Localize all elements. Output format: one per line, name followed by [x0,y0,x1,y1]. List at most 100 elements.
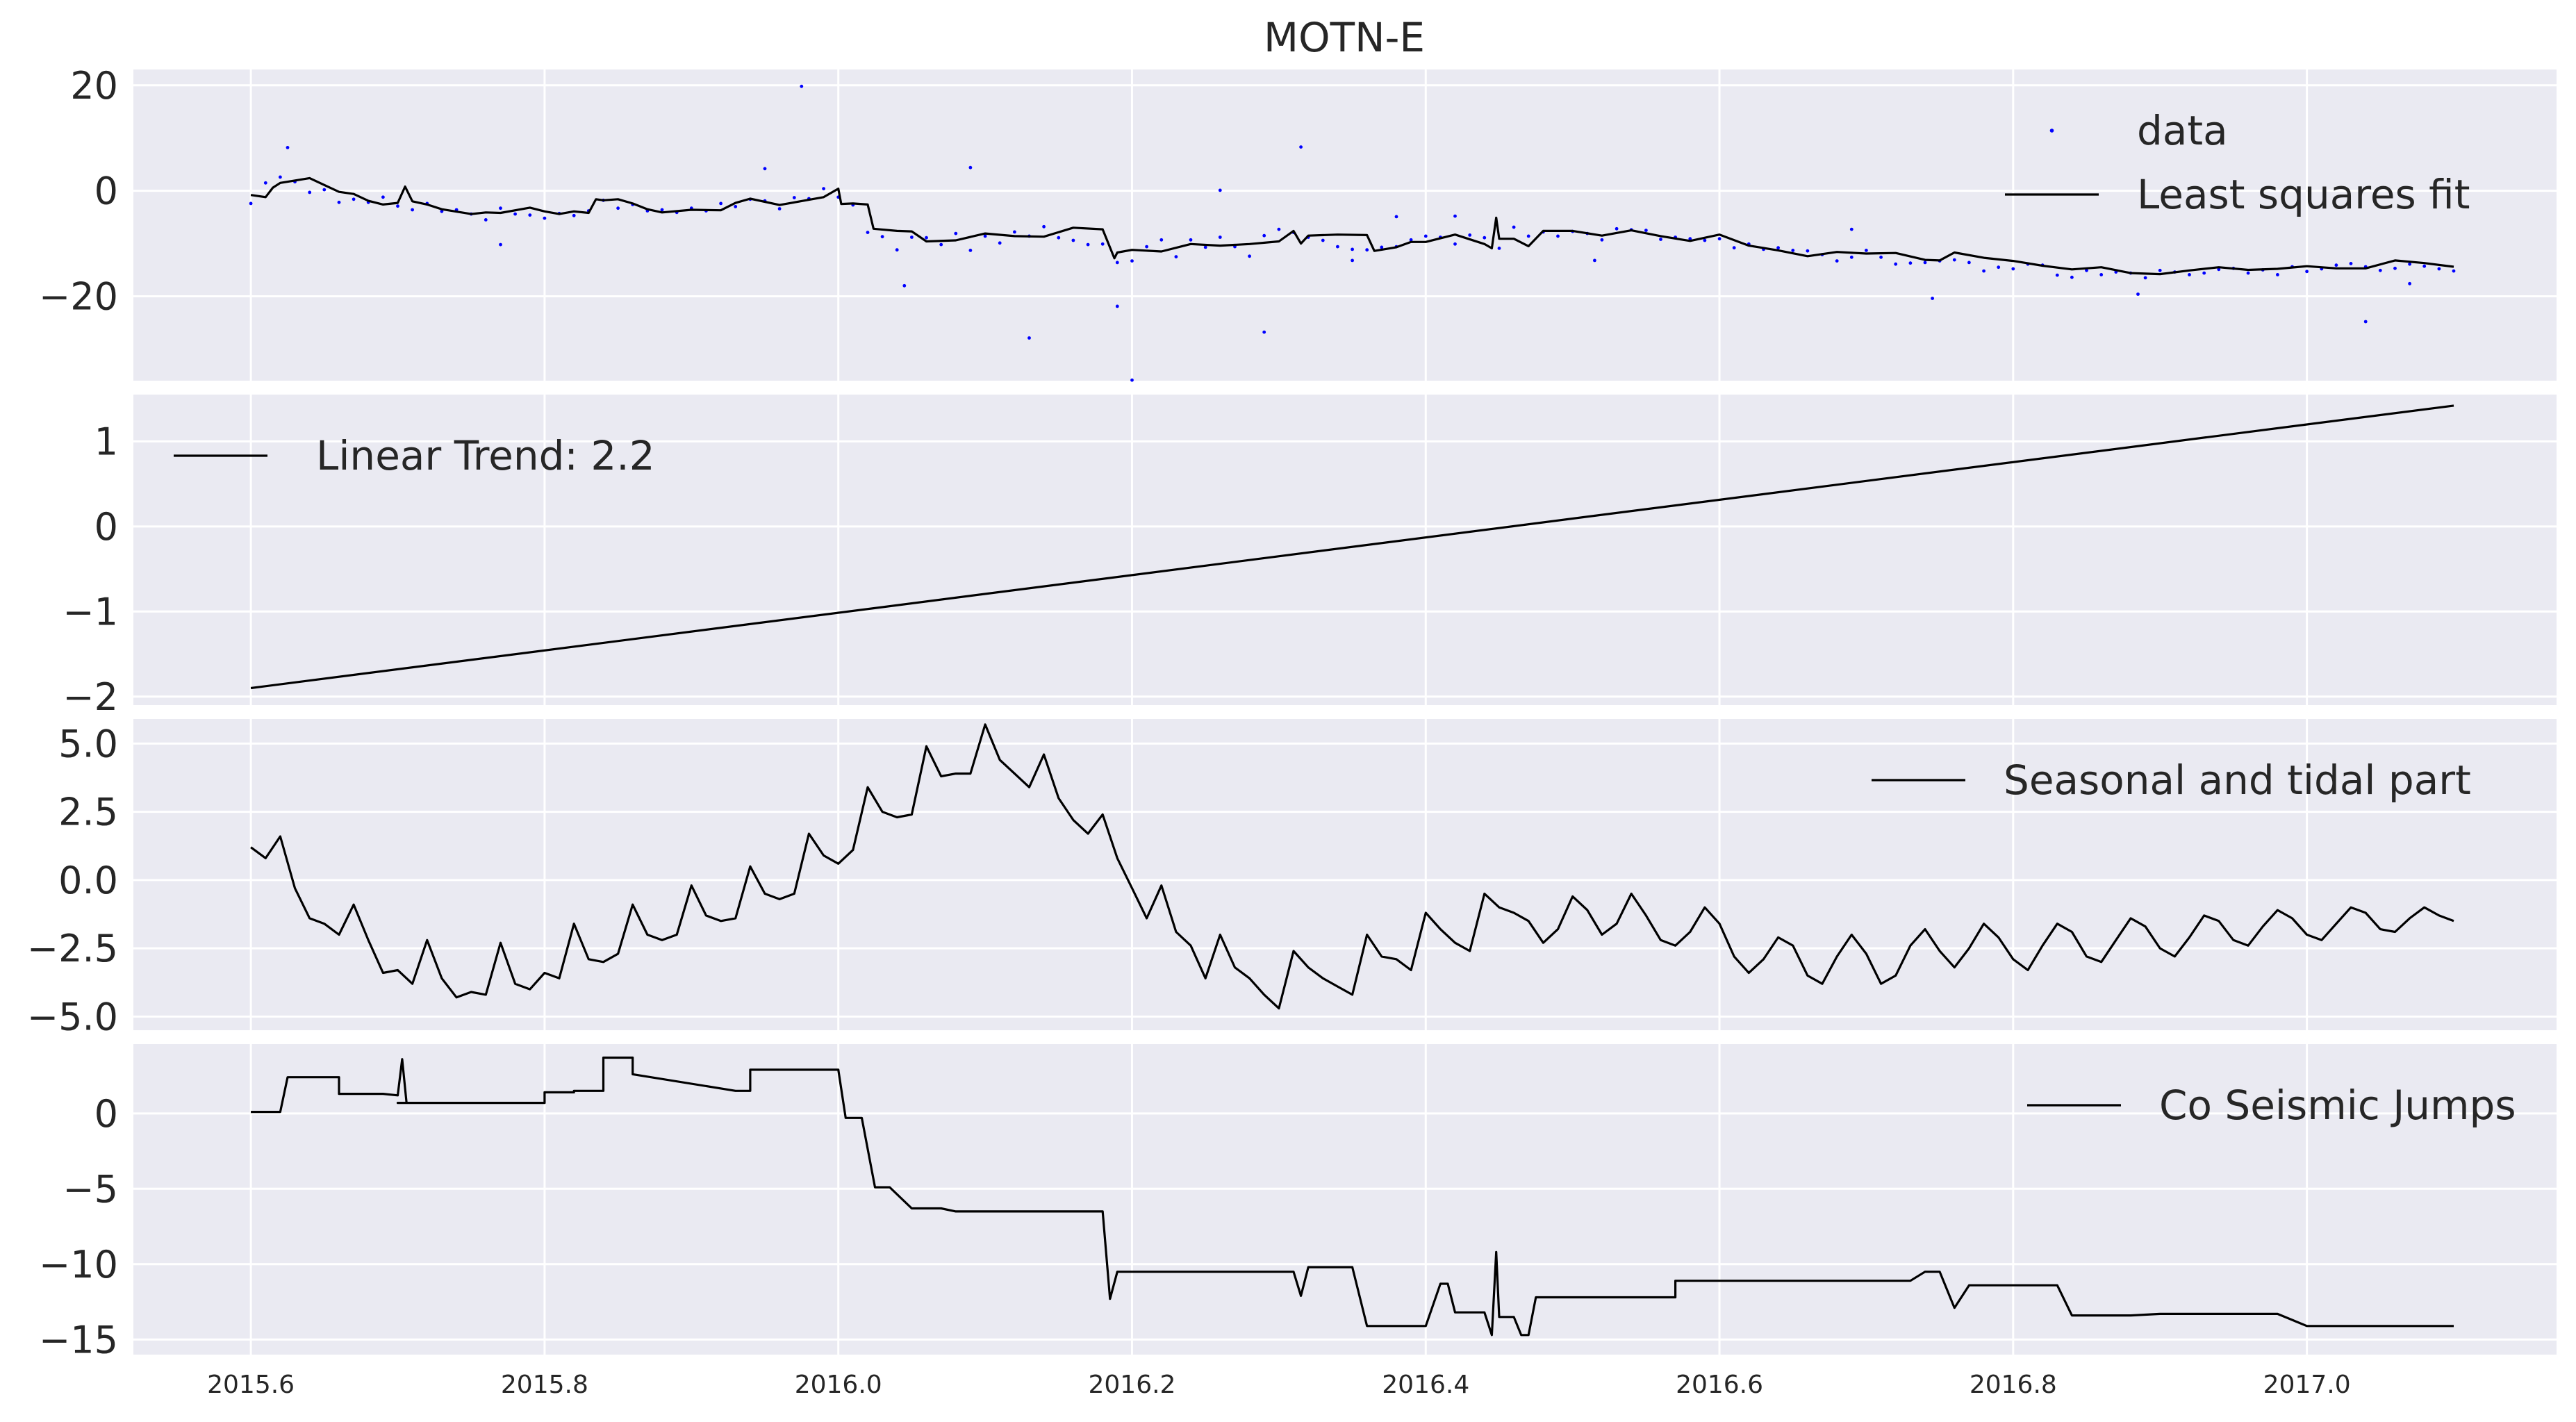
data-point [1849,255,1853,259]
data-point [2363,320,2368,324]
data-point [396,204,399,208]
legend: data Least squares fit [2005,107,2470,218]
legend: Linear Trend: 2.2 [174,432,655,479]
data-point [308,190,312,195]
data-point [822,187,825,190]
data-point [2158,268,2162,272]
y-tick-label: 0 [94,1092,118,1136]
data-point [2246,271,2250,275]
data-point [2276,273,2279,276]
data-point [249,201,253,206]
data-point [499,206,502,210]
x-tick-label: 2016.2 [1088,1371,1175,1399]
data-point [1593,258,1596,263]
data-point [1997,265,2001,270]
data-point [1512,225,1516,229]
data-point [1453,214,1457,218]
data-point [1468,233,1472,237]
data-point [1703,238,1707,242]
data-point [499,242,502,247]
legend-marker-point [2049,129,2054,133]
data-point [1791,249,1795,252]
y-tick-label: 0 [94,505,118,549]
x-tick-label: 2016.8 [1970,1371,2057,1399]
data-point [954,231,958,235]
data-point [1879,255,1883,259]
data-point [2408,281,2412,286]
data-point [1042,224,1046,229]
data-point [543,216,547,220]
data-point [1277,227,1281,231]
data-point [1159,238,1164,242]
data-point [1688,237,1692,241]
x-tick-label: 2015.8 [501,1371,588,1399]
y-tick-label: 2.5 [58,791,118,834]
legend: Seasonal and tidal part [1872,757,2471,804]
y-tick-label: −10 [39,1243,118,1287]
data-point [719,201,723,206]
data-point [998,241,1002,245]
y-tick-label: 20 [70,64,118,108]
data-point [1145,245,1148,249]
data-point [1659,238,1662,241]
data-point [1299,145,1303,149]
data-point [2378,268,2382,272]
data-point [1849,227,1853,231]
data-point [1931,297,1935,300]
data-point [2055,273,2059,277]
data-point [734,205,738,208]
data-point [1130,259,1134,263]
data-point [1130,378,1134,382]
plot-area [133,69,2557,381]
data-point [1717,237,1722,241]
panel-seasonal: 5.0 2.5 0.0 −2.5 −5.0 Seasonal and tidal part [27,719,2557,1039]
data-point [1351,247,1354,251]
data-point [866,231,870,234]
data-point [1336,245,1339,249]
data-point [1644,229,1648,232]
data-point [968,165,973,170]
data-point [2452,269,2456,273]
data-point [1013,230,1016,234]
y-tick-label: −15 [39,1318,118,1362]
data-point [1203,245,1207,249]
data-point [572,213,576,217]
legend-label: Least squares fit [2137,171,2470,218]
data-point [1100,242,1105,246]
data-point [381,195,385,199]
data-point [2408,262,2412,266]
data-point [1380,245,1384,249]
data-point [1908,261,1913,265]
data-point [1497,247,1501,250]
plot-area [133,719,2557,1030]
series-line [251,1056,2454,1337]
data-point [616,206,620,210]
data-point [1865,249,1868,252]
data-point [2011,267,2015,271]
data-point [1351,258,1354,263]
data-point [1409,238,1413,242]
data-point [1894,262,1898,266]
data-point [2188,273,2191,276]
data-point [1174,255,1178,258]
data-point [1321,238,1325,242]
data-point [286,146,290,149]
data-point [1262,233,1266,238]
data-point [1115,261,1119,265]
y-tick-label: −20 [39,275,118,319]
data-point [1806,249,1810,253]
data-point [1071,238,1075,242]
data-point [2334,263,2338,267]
data-point [1248,254,1251,258]
y-tick-label: −2.5 [27,927,118,970]
data-point [322,188,327,192]
data-point [1732,246,1736,250]
data-point [1952,258,1956,262]
data-point [2393,266,2397,270]
data-point [1556,234,1560,238]
data-point [983,234,987,238]
x-tick-label: 2015.6 [207,1371,295,1399]
panel-coseismic-jumps: 0 −5 −10 −15 Co Seismic Jumps [39,1044,2557,1362]
data-point [2349,262,2353,265]
data-point [902,283,907,288]
